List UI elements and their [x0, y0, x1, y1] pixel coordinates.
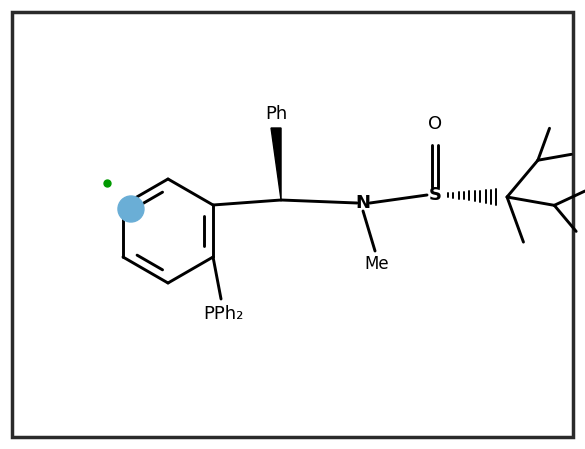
Text: O: O: [428, 115, 442, 133]
Text: S: S: [429, 186, 442, 204]
Text: PPh₂: PPh₂: [203, 305, 243, 323]
Circle shape: [118, 196, 144, 222]
Text: Me: Me: [364, 255, 390, 273]
Text: Ph: Ph: [265, 105, 287, 123]
Text: N: N: [356, 194, 370, 212]
Polygon shape: [271, 128, 281, 200]
